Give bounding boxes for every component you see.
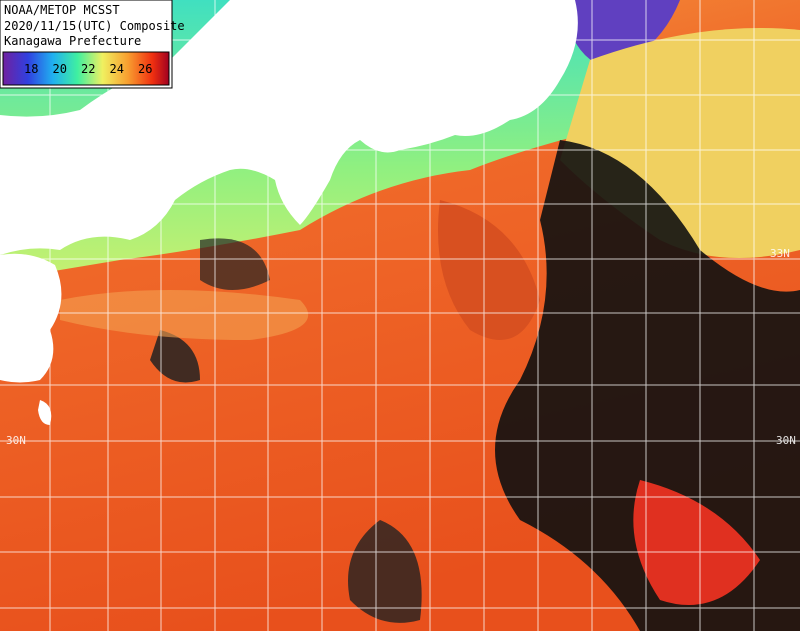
header-line: 2020/11/15(UTC) Composite (4, 19, 185, 33)
color-bar-label: 20 (53, 62, 67, 76)
color-bar-label: 26 (138, 62, 152, 76)
lat-label: 30N (776, 434, 796, 447)
header-line: NOAA/METOP MCSST (4, 3, 120, 17)
color-bar-label: 24 (110, 62, 124, 76)
lat-label: 33N (770, 247, 790, 260)
header-line: Kanagawa Prefecture (4, 34, 141, 48)
color-bar (2, 51, 170, 86)
color-bar-label: 22 (81, 62, 95, 76)
lat-label: 30N (6, 434, 26, 447)
color-bar-label: 18 (24, 62, 38, 76)
lon-label: 135E (323, 4, 336, 31)
land (0, 0, 578, 425)
header: NOAA/METOP MCSST 2020/11/15(UTC) Composi… (0, 0, 185, 89)
